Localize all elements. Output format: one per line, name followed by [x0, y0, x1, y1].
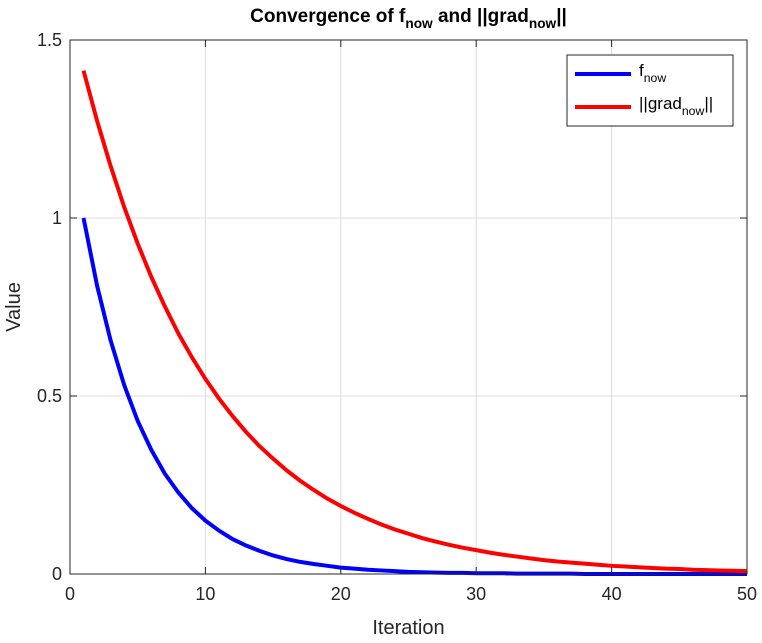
series-line-grad — [81, 70, 748, 574]
y-tick-label: 1.5 — [37, 30, 62, 50]
text-segment: || — [556, 6, 567, 27]
x-tick-label: 30 — [466, 584, 486, 604]
axis-ticks — [69, 39, 748, 575]
text-segment: Convergence of f — [250, 6, 406, 27]
subscript-text: now — [682, 104, 705, 118]
x-tick-label: 0 — [65, 584, 75, 604]
y-tick-label: 0 — [52, 564, 62, 584]
y-tick-label: 1 — [52, 208, 62, 228]
text-segment: || — [704, 94, 713, 113]
subscript-text: now — [529, 16, 557, 31]
x-tick-label: 50 — [737, 584, 757, 604]
legend-box — [566, 54, 734, 127]
x-tick-label: 40 — [602, 584, 622, 604]
text-segment: f — [639, 61, 644, 80]
legend-label-f: fnow — [639, 61, 666, 85]
x-axis-label: Iteration — [372, 617, 444, 638]
subscript-text: now — [644, 71, 667, 85]
legend[interactable]: fnow||gradnow|| — [566, 54, 734, 127]
y-tick-label: 0.5 — [37, 386, 62, 406]
x-tick-label: 10 — [195, 584, 215, 604]
subscript-text: now — [405, 16, 433, 31]
plot-frame — [69, 39, 748, 575]
x-tick-label: 20 — [331, 584, 351, 604]
plot-area — [70, 40, 747, 574]
legend-label-grad: ||gradnow|| — [639, 94, 713, 118]
chart-title: Convergence of fnow and ||gradnow|| — [250, 6, 567, 31]
tick-labels: 0 10 20 30 40 50 0 0.5 1 1.5 — [37, 30, 757, 604]
text-segment: ||grad — [639, 94, 682, 113]
y-axis-label: Value — [3, 282, 25, 332]
text-segment: and ||grad — [433, 6, 529, 27]
